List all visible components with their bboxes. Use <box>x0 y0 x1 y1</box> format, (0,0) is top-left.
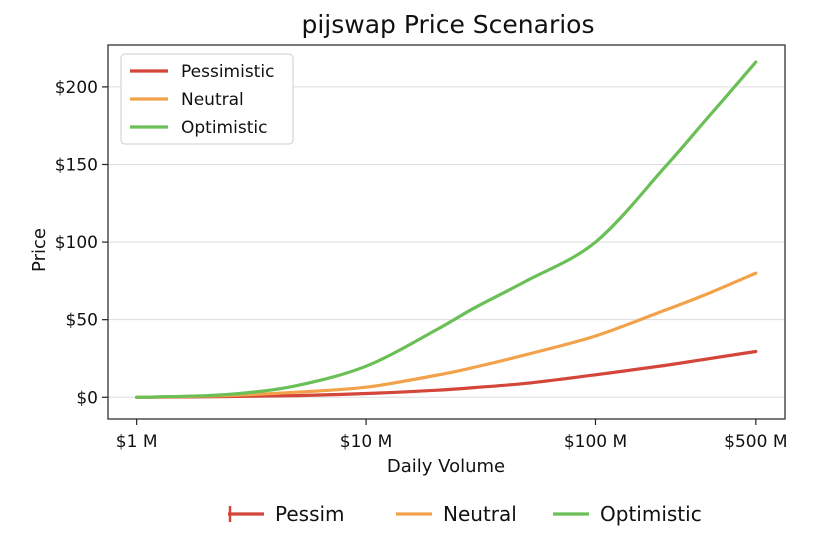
y-tick-label: $50 <box>66 311 98 331</box>
y-axis-ticks: $0 $50 $100 $150 $200 <box>55 78 108 408</box>
legend-label: Pessimistic <box>181 62 274 82</box>
legend-label: Optimistic <box>181 118 267 138</box>
x-axis-ticks: $1 M $10 M $100 M $500 M <box>116 419 788 452</box>
x-tick-label: $500 M <box>724 432 787 452</box>
series-line-neutral <box>135 271 758 399</box>
y-tick-label: $200 <box>55 78 98 98</box>
bottom-legend-label: Pessim <box>275 502 345 526</box>
x-tick-label: $100 M <box>564 432 627 452</box>
bottom-legend-label: Neutral <box>443 502 517 526</box>
chart-title: pijswap Price Scenarios <box>301 10 594 39</box>
y-tick-label: $100 <box>55 233 98 253</box>
x-axis-label: Daily Volume <box>387 456 505 477</box>
series-line-optimistic <box>135 60 758 399</box>
series-lines <box>135 60 758 399</box>
plot-frame <box>107 44 786 420</box>
legend-label: Neutral <box>181 90 244 110</box>
bottom-legend-label: Optimistic <box>600 502 702 526</box>
y-tick-label: $0 <box>76 388 98 408</box>
y-tick-label: $150 <box>55 155 98 175</box>
legend-box <box>120 53 294 145</box>
x-tick-label: $1 M <box>116 432 158 452</box>
legend: Pessimistic Neutral Optimistic <box>120 53 294 145</box>
y-axis-label: Price <box>29 228 50 272</box>
bottom-legend: Pessim Neutral Optimistic <box>228 502 702 526</box>
x-tick-label: $10 M <box>340 432 393 452</box>
